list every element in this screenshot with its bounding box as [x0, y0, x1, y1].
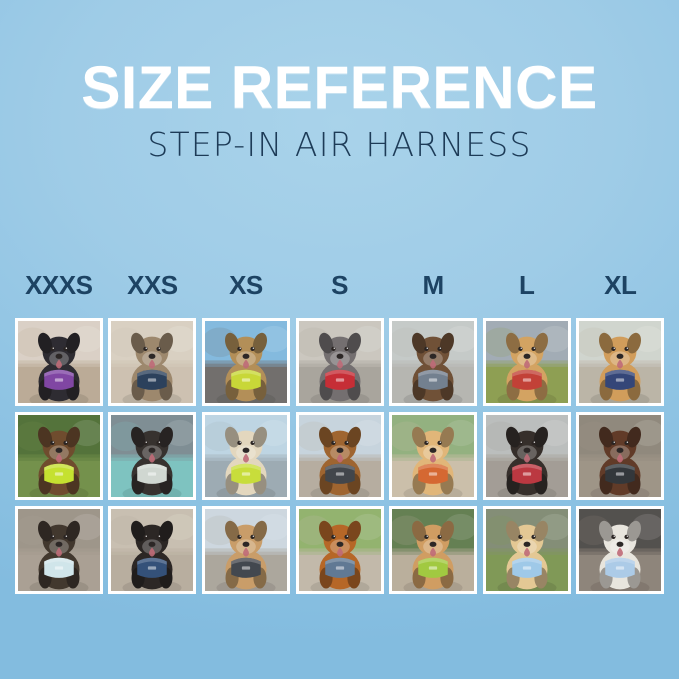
pet-photo [204, 320, 287, 403]
pet-photo [17, 414, 100, 497]
size-label-m: M [422, 270, 445, 300]
photo-cell-l-3[interactable] [480, 504, 574, 595]
size-label-xxxs: XXXS [25, 270, 93, 300]
photo-grid-row [12, 504, 667, 595]
pet-photo [485, 320, 568, 403]
photo-frame [295, 505, 384, 594]
size-label-l: L [518, 270, 535, 300]
pet-photo [17, 320, 100, 403]
photo-cell-xxxs-3[interactable] [12, 504, 106, 595]
pet-photo [111, 508, 194, 591]
photo-frame [389, 505, 478, 594]
pet-photo [485, 414, 568, 497]
pet-photo [579, 320, 662, 403]
photo-frame [14, 411, 103, 500]
photo-cell-s-1[interactable] [293, 316, 387, 407]
photo-cell-xs-2[interactable] [199, 410, 293, 501]
pet-photo [17, 508, 100, 591]
pet-photo [111, 320, 194, 403]
photo-cell-xxs-2[interactable] [106, 410, 200, 501]
photo-cell-l-2[interactable] [480, 410, 574, 501]
pet-photo [298, 414, 381, 497]
photo-frame [108, 411, 197, 500]
photo-grid-row [12, 316, 667, 407]
photo-cell-xl-3[interactable] [573, 504, 667, 595]
photo-frame [108, 505, 197, 594]
pet-photo [579, 508, 662, 591]
pet-photo [579, 414, 662, 497]
page-title: SIZE REFERENCE [81, 54, 598, 121]
size-label-xl: XL [604, 270, 637, 300]
photo-frame [482, 317, 571, 406]
pet-photo [298, 320, 381, 403]
pet-photo [392, 508, 475, 591]
size-label-xxs: XXS [127, 270, 178, 300]
photo-frame [482, 505, 571, 594]
pet-photo [392, 414, 475, 497]
pet-photo [392, 320, 475, 403]
photo-grid-row [12, 410, 667, 501]
photo-frame [201, 317, 290, 406]
photo-frame [108, 317, 197, 406]
photo-cell-s-3[interactable] [293, 504, 387, 595]
photo-frame [14, 317, 103, 406]
size-label-row: XXXS XXS XS S M L XL [12, 268, 667, 304]
pet-photo [204, 414, 287, 497]
photo-frame [576, 317, 665, 406]
photo-cell-xxxs-1[interactable] [12, 316, 106, 407]
pet-photo [204, 508, 287, 591]
photo-cell-xl-1[interactable] [573, 316, 667, 407]
photo-frame [14, 505, 103, 594]
photo-cell-m-2[interactable] [386, 410, 480, 501]
photo-frame [576, 411, 665, 500]
photo-cell-xxxs-2[interactable] [12, 410, 106, 501]
photo-grid [12, 316, 667, 595]
pet-photo [111, 414, 194, 497]
photo-cell-xl-2[interactable] [573, 410, 667, 501]
page-subtitle: STEP-IN AIR HARNESS [147, 125, 532, 164]
photo-frame [389, 317, 478, 406]
photo-frame [201, 505, 290, 594]
photo-frame [482, 411, 571, 500]
photo-cell-xs-3[interactable] [199, 504, 293, 595]
size-label-xs: XS [229, 270, 263, 300]
photo-cell-m-3[interactable] [386, 504, 480, 595]
photo-cell-xxs-1[interactable] [106, 316, 200, 407]
pet-photo [485, 508, 568, 591]
photo-cell-xs-1[interactable] [199, 316, 293, 407]
photo-cell-s-2[interactable] [293, 410, 387, 501]
photo-cell-xxs-3[interactable] [106, 504, 200, 595]
photo-frame [295, 411, 384, 500]
photo-frame [389, 411, 478, 500]
pet-photo [298, 508, 381, 591]
photo-cell-l-1[interactable] [480, 316, 574, 407]
photo-cell-m-1[interactable] [386, 316, 480, 407]
photo-frame [295, 317, 384, 406]
size-label-s: S [331, 270, 348, 300]
photo-frame [201, 411, 290, 500]
photo-frame [576, 505, 665, 594]
